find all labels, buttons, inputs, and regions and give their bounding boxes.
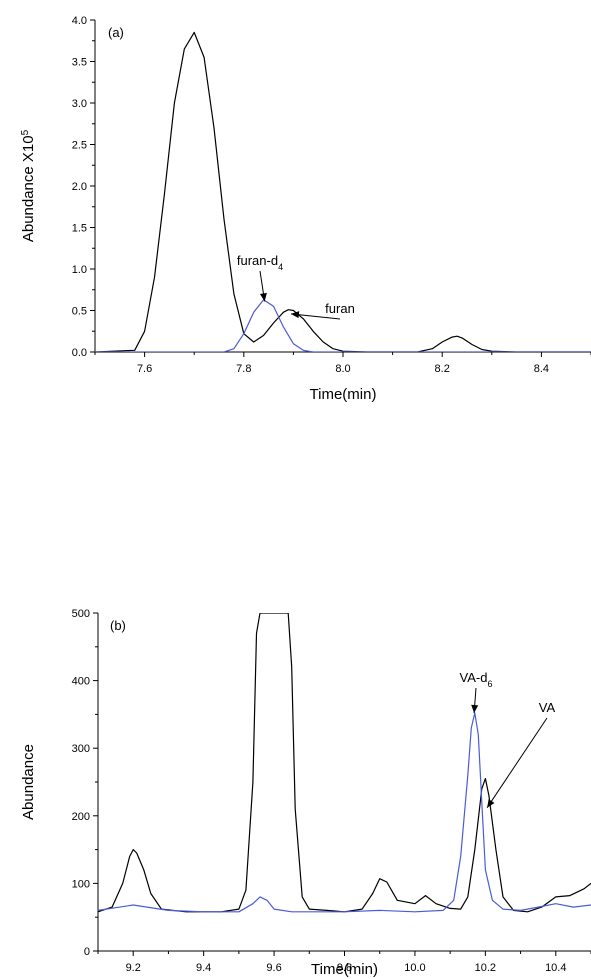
- annotation-label: VA-d6: [460, 670, 493, 689]
- y-tick-label: 0: [84, 946, 90, 958]
- x-tick-label: 10.4: [545, 962, 566, 974]
- x-tick-label: 7.8: [236, 363, 251, 375]
- x-tick-label: 9.4: [196, 962, 211, 974]
- series-line-blue: [95, 299, 591, 352]
- y-tick-label: 100: [72, 878, 90, 890]
- y-tick-label: 2.5: [72, 140, 87, 152]
- annotation-label: VA: [539, 700, 556, 715]
- x-axis-title: Time(min): [310, 386, 377, 403]
- annotation-arrowhead: [290, 311, 300, 319]
- y-tick-label: 0.0: [72, 347, 87, 359]
- x-tick-label: 8.2: [435, 363, 450, 375]
- annotation-arrowhead: [471, 704, 479, 714]
- x-tick-label: 9.2: [126, 962, 141, 974]
- panel-label: (b): [110, 618, 126, 633]
- y-tick-label: 200: [72, 811, 90, 823]
- x-tick-label: 10.2: [475, 962, 496, 974]
- annotation-arrow: [290, 313, 341, 320]
- chart-panel-b: 9.2 9.4 9.6 9.8 10.0 10.2 10.4 0 100 200 300 400 500…: [20, 608, 591, 978]
- x-tick-label: 9.8: [337, 962, 352, 974]
- y-axis-title: Abundance: [20, 744, 37, 820]
- y-tick-label: 3.0: [72, 98, 87, 110]
- y-tick-label: 0.5: [72, 306, 87, 318]
- annotation-label: furan: [325, 301, 355, 316]
- y-tick-label: 400: [72, 676, 90, 688]
- x-axis-title: Time(min): [311, 961, 378, 978]
- annotation-arrowhead: [259, 292, 267, 302]
- y-tick-label: 1.0: [72, 264, 87, 276]
- x-tick-label: 9.6: [266, 962, 281, 974]
- annotation-label: furan-d4: [237, 253, 283, 272]
- panel-label: (a): [108, 25, 124, 40]
- y-tick-label: 4.0: [72, 15, 87, 27]
- y-axis-title: Abundance X105: [20, 129, 38, 242]
- chart-panel-a: 7.6 7.8 8.0 8.2 8.4 0.0 0.5 1.0 1.5 2.0 2.5 3.0 3.5 4…: [20, 15, 591, 403]
- annotation-arrowhead: [487, 799, 495, 808]
- y-tick-label: 3.5: [72, 57, 87, 69]
- series-line-blue: [98, 712, 591, 913]
- x-tick-label: 8.4: [534, 363, 549, 375]
- y-tick-label: 1.5: [72, 223, 87, 235]
- x-tick-label: 10.0: [404, 962, 425, 974]
- series-line-black: [98, 613, 591, 913]
- y-tick-label: 300: [72, 743, 90, 755]
- y-tick-label: 2.0: [72, 181, 87, 193]
- annotation-arrow: [486, 717, 548, 808]
- x-tick-label: 8.0: [335, 363, 350, 375]
- y-tick-label: 500: [72, 608, 90, 620]
- x-tick-label: 7.6: [137, 363, 152, 375]
